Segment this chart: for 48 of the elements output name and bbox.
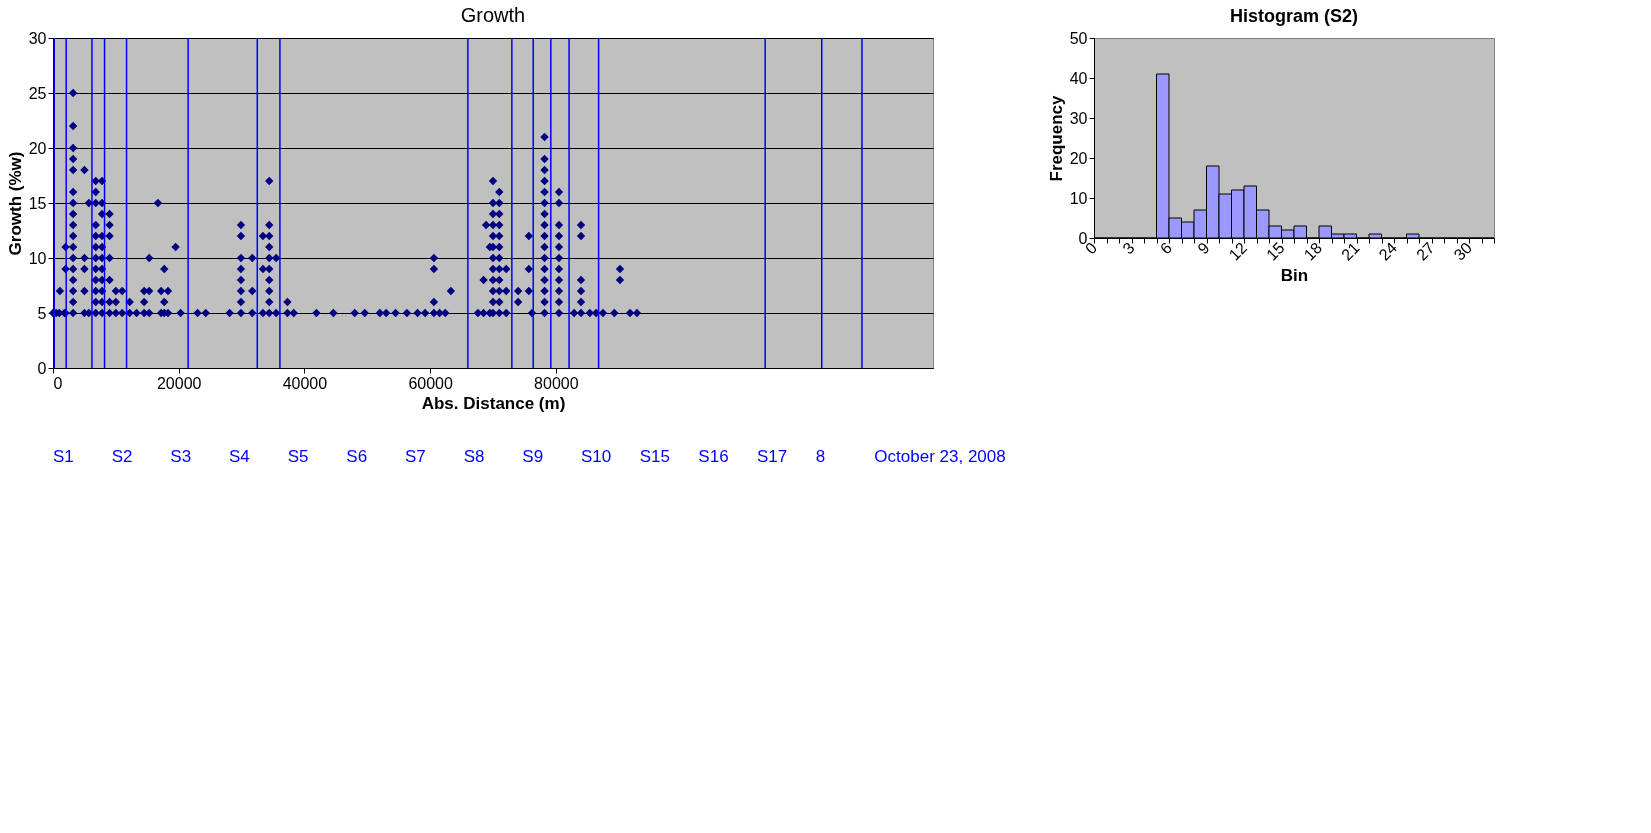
- y-tick-label: 30: [1069, 109, 1088, 127]
- y-tick-label: 10: [1069, 189, 1088, 207]
- chart-title: Growth: [460, 4, 526, 26]
- y-tick-label: 15: [28, 194, 47, 212]
- x-tick-label: 21: [1338, 239, 1363, 264]
- y-tick-label: 10: [28, 249, 47, 267]
- x-tick-label: 3: [1119, 239, 1138, 258]
- y-tick-label: 30: [28, 29, 47, 47]
- text: S16: [698, 447, 729, 466]
- text: S9: [522, 447, 544, 466]
- x-tick-label: 0: [53, 374, 63, 392]
- x-tick-label: 40000: [282, 374, 328, 392]
- x-tick-label: 27: [1413, 239, 1438, 264]
- text: S5: [287, 447, 309, 466]
- x-tick-label: 30: [1450, 239, 1476, 264]
- y-tick-label: 50: [1069, 29, 1088, 47]
- y-tick-label: 20: [28, 139, 47, 157]
- x-tick-label: 20000: [156, 374, 202, 392]
- x-tick-label: 6: [1156, 239, 1176, 258]
- y-axis-title: Growth (%w): [5, 151, 25, 256]
- x-axis-title: Bin: [1280, 265, 1309, 285]
- y-tick-label: 40: [1069, 69, 1088, 87]
- x-tick-label: 15: [1263, 239, 1288, 264]
- y-tick-label: 20: [1069, 149, 1088, 167]
- y-tick-label: 25: [28, 84, 47, 102]
- text: S10: [581, 447, 612, 466]
- x-tick-label: 60000: [408, 374, 453, 392]
- x-tick-label: 9: [1194, 239, 1213, 258]
- x-axis-title: Abs. Distance (m): [421, 393, 566, 413]
- text: S15: [639, 447, 670, 466]
- x-tick-label: 24: [1375, 239, 1401, 264]
- text: S1: [53, 447, 74, 466]
- text: S4: [229, 447, 250, 466]
- x-tick-label: 12: [1225, 239, 1251, 264]
- text: S6: [346, 447, 368, 466]
- y-axis-title: Frequency: [1046, 94, 1066, 182]
- y-tick-label: 5: [37, 304, 47, 322]
- text: S2: [111, 447, 133, 466]
- text: October 23, 2008: [874, 447, 1006, 466]
- y-tick-label: 0: [37, 359, 47, 377]
- text: S17: [757, 447, 788, 466]
- text: S8: [463, 447, 485, 466]
- text: S3: [170, 447, 192, 466]
- x-tick-label: 80000: [534, 374, 579, 392]
- x-tick-label: 18: [1300, 239, 1326, 264]
- text: S7: [405, 447, 426, 466]
- text: 8: [815, 447, 826, 466]
- chart-title: Histogram (S2): [1229, 6, 1359, 26]
